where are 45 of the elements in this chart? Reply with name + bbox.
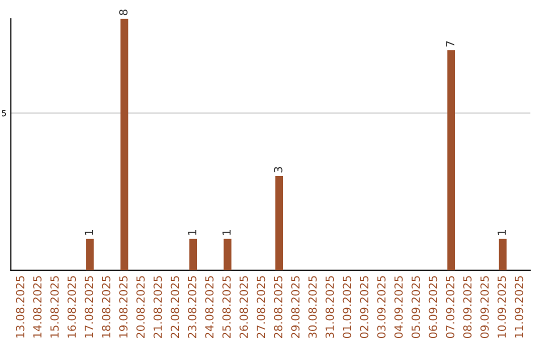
data-label: 8 <box>119 10 128 16</box>
x-tick-label: 17.08.2025 <box>84 276 94 338</box>
x-tick-label: 22.08.2025 <box>170 276 180 338</box>
data-label: 1 <box>498 230 506 235</box>
data-label: 7 <box>446 41 454 46</box>
y-tick-label: 5 <box>2 110 6 116</box>
x-tick-label: 03.09.2025 <box>377 276 386 338</box>
bar <box>498 238 507 270</box>
x-tick-label: 05.09.2025 <box>412 276 420 338</box>
x-tick-label: 21.08.2025 <box>154 276 162 338</box>
x-tick-label: 31.08.2025 <box>326 276 334 338</box>
x-tick-label: 04.09.2025 <box>394 276 403 338</box>
x-tick-label: 28.08.2025 <box>274 276 282 338</box>
bar <box>224 238 232 270</box>
x-tick-label: 20.08.2025 <box>136 276 145 338</box>
x-tick-label: 11.09.2025 <box>514 276 524 338</box>
x-tick-label: 27.08.2025 <box>256 276 266 338</box>
data-label: 1 <box>84 230 93 235</box>
data-label: 1 <box>222 230 231 235</box>
bar <box>189 238 198 270</box>
x-tick-label: 25.08.2025 <box>222 276 231 338</box>
x-tick-label: 08.09.2025 <box>463 276 472 338</box>
x-tick-label: 07.09.2025 <box>446 276 454 338</box>
x-tick-label: 26.08.2025 <box>240 276 248 338</box>
x-tick-label: 09.09.2025 <box>480 276 489 338</box>
x-tick-label: 29.08.2025 <box>291 276 300 338</box>
bar <box>86 238 94 270</box>
x-tick-label: 13.08.2025 <box>16 276 24 338</box>
x-tick-label: 06.09.2025 <box>428 276 438 338</box>
x-tick-label: 19.08.2025 <box>119 276 128 338</box>
x-tick-label: 10.09.2025 <box>498 276 506 338</box>
x-tick-label: 01.09.2025 <box>342 276 352 338</box>
data-label: 3 <box>274 166 282 172</box>
bar <box>275 176 284 270</box>
bar <box>447 50 456 270</box>
x-tick-label: 24.08.2025 <box>205 276 214 338</box>
x-tick-label: 16.08.2025 <box>68 276 76 338</box>
bar <box>120 18 128 270</box>
x-tick-label: 02.09.2025 <box>360 276 368 338</box>
data-label: 1 <box>188 230 196 235</box>
x-tick-label: 18.08.2025 <box>102 276 110 338</box>
x-tick-label: 23.08.2025 <box>188 276 196 338</box>
x-tick-label: 30.08.2025 <box>308 276 317 338</box>
x-tick-label: 14.08.2025 <box>33 276 42 338</box>
x-tick-label: 15.08.2025 <box>50 276 59 338</box>
